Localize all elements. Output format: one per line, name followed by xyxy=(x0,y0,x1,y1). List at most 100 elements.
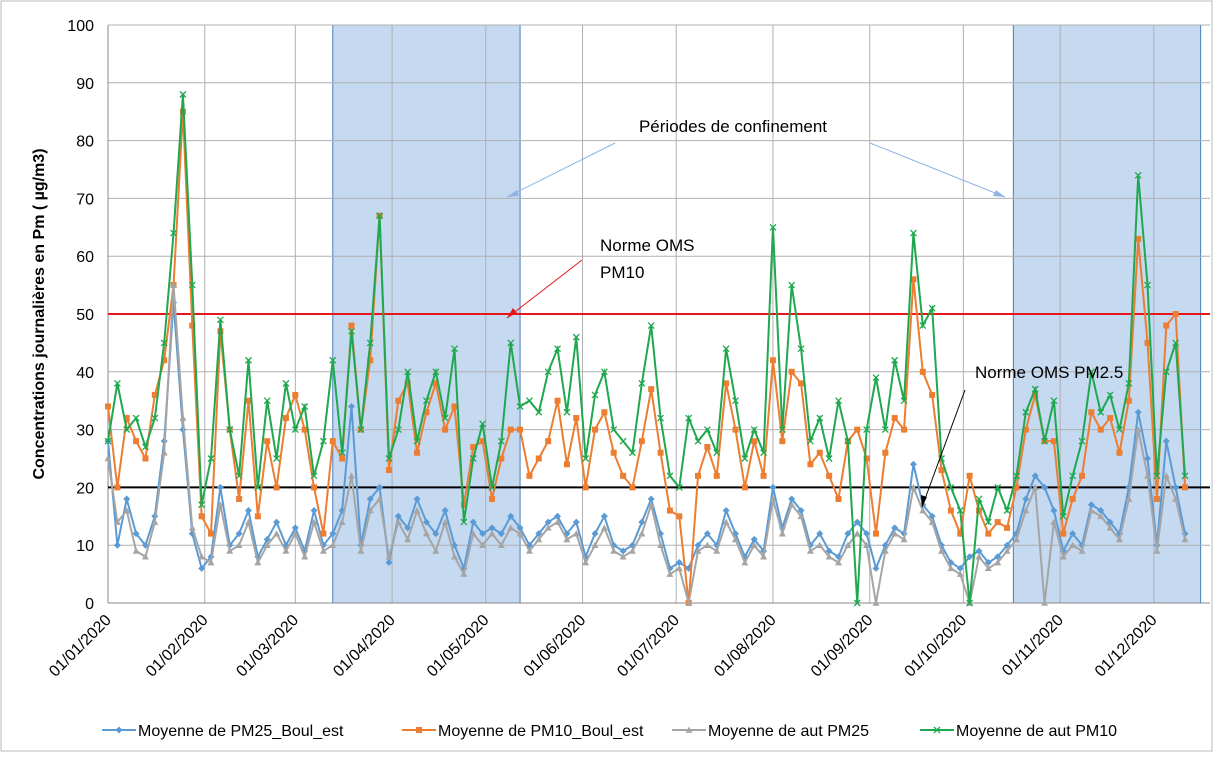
y-tick-label: 40 xyxy=(76,365,94,382)
marker xyxy=(797,345,805,353)
marker xyxy=(741,455,749,462)
y-tick-label: 0 xyxy=(85,596,94,613)
marker xyxy=(404,535,412,543)
marker xyxy=(731,535,739,543)
marker xyxy=(694,547,702,554)
y-axis-label: Concentrations journalières en Pm ( µg/m… xyxy=(31,148,48,479)
marker xyxy=(648,386,655,393)
marker xyxy=(554,397,561,404)
marker xyxy=(947,564,955,572)
marker xyxy=(207,559,215,566)
marker xyxy=(1106,391,1114,399)
marker xyxy=(1069,472,1077,480)
marker xyxy=(797,512,805,520)
marker xyxy=(778,426,786,434)
marker xyxy=(900,397,908,405)
marker xyxy=(189,322,196,329)
marker xyxy=(1050,397,1058,405)
marker xyxy=(488,483,496,491)
arrow xyxy=(869,142,1006,198)
marker xyxy=(620,472,627,479)
marker xyxy=(619,553,627,560)
marker xyxy=(198,501,206,509)
marker xyxy=(685,599,693,606)
marker xyxy=(516,530,524,537)
marker xyxy=(629,449,636,457)
marker xyxy=(909,460,917,468)
marker xyxy=(1172,483,1180,491)
marker xyxy=(254,483,262,491)
marker xyxy=(348,327,355,335)
marker xyxy=(1041,483,1049,491)
marker xyxy=(619,547,627,555)
marker xyxy=(263,541,271,548)
y-tick-label: 10 xyxy=(76,538,94,555)
marker xyxy=(769,495,777,502)
marker xyxy=(1012,472,1020,480)
marker xyxy=(329,356,337,364)
marker xyxy=(385,467,392,474)
marker xyxy=(423,409,430,416)
marker xyxy=(329,530,337,538)
marker xyxy=(264,438,271,445)
marker xyxy=(957,530,964,537)
marker xyxy=(170,281,178,288)
marker xyxy=(610,547,618,554)
marker xyxy=(123,495,131,503)
arrow xyxy=(921,389,966,508)
marker xyxy=(806,547,814,554)
marker xyxy=(732,426,739,433)
marker xyxy=(750,535,758,543)
marker xyxy=(835,397,842,405)
marker xyxy=(835,559,843,566)
marker xyxy=(1031,472,1039,480)
marker xyxy=(273,518,281,526)
marker xyxy=(872,599,880,606)
marker xyxy=(1125,379,1133,387)
marker xyxy=(591,541,599,548)
marker xyxy=(507,524,515,531)
marker xyxy=(657,414,665,422)
marker xyxy=(516,524,524,532)
marker xyxy=(760,449,768,457)
marker xyxy=(657,541,665,548)
marker xyxy=(367,357,374,364)
marker xyxy=(507,512,515,520)
marker xyxy=(1162,368,1170,376)
marker xyxy=(1162,472,1170,479)
marker xyxy=(1088,409,1095,416)
marker xyxy=(732,397,739,405)
marker xyxy=(311,484,318,491)
marker xyxy=(760,553,768,560)
marker xyxy=(1153,495,1160,502)
marker xyxy=(245,397,252,404)
marker xyxy=(956,564,964,572)
legend-label: Moyenne de PM25_Boul_est xyxy=(138,723,344,740)
marker xyxy=(816,414,824,422)
marker xyxy=(1107,415,1114,422)
marker xyxy=(666,570,674,577)
marker xyxy=(104,455,112,462)
marker xyxy=(704,443,711,450)
marker xyxy=(573,415,580,422)
marker xyxy=(469,518,477,526)
marker xyxy=(329,541,337,548)
marker xyxy=(488,495,495,502)
marker xyxy=(1172,339,1180,347)
marker xyxy=(600,368,608,376)
marker xyxy=(244,518,252,525)
marker xyxy=(357,547,365,554)
marker xyxy=(666,507,673,514)
marker xyxy=(956,570,964,577)
marker xyxy=(928,512,936,520)
marker xyxy=(404,380,411,387)
marker xyxy=(985,530,992,537)
marker xyxy=(498,455,505,462)
marker xyxy=(366,339,374,347)
marker xyxy=(432,547,440,554)
marker xyxy=(366,507,374,514)
marker xyxy=(404,368,412,376)
marker xyxy=(975,547,983,555)
plot-layer xyxy=(104,90,1189,607)
marker xyxy=(1041,599,1049,606)
